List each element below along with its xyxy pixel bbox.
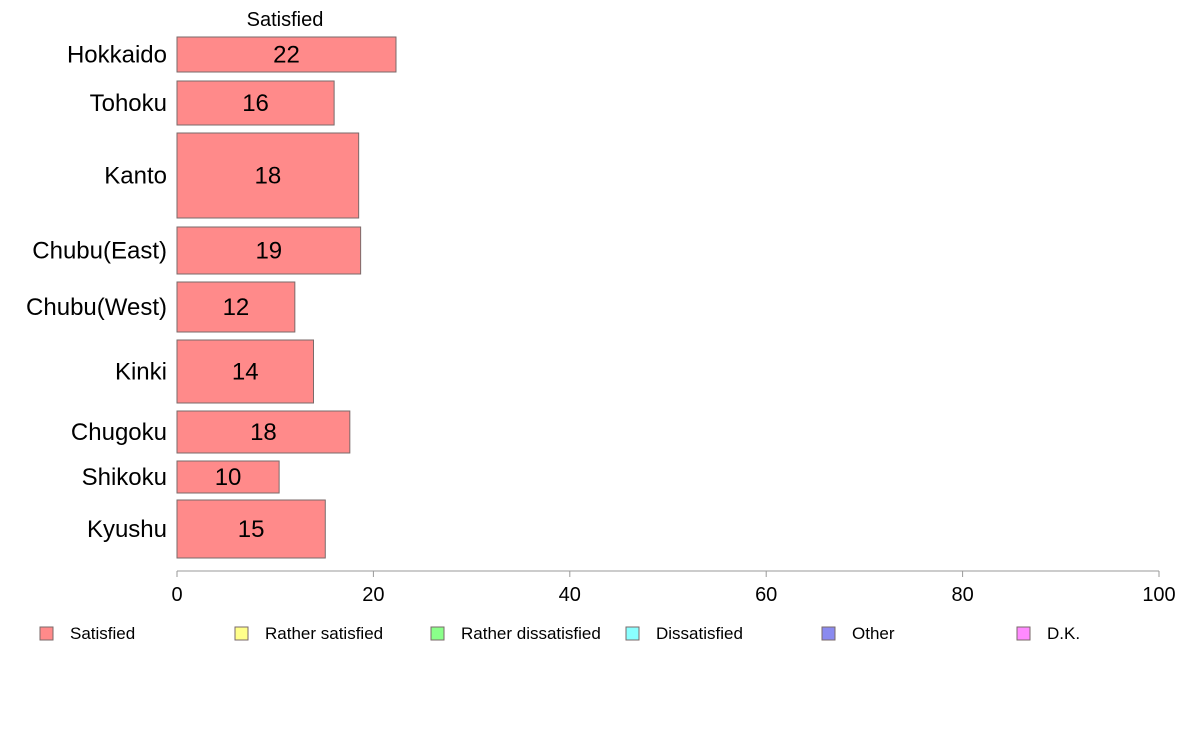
- bars-layer: Satisfied Hokkaido 22 Tohoku 16 Kanto 18 Chubu(…: [26, 9, 397, 559]
- legend-swatch: [1016, 626, 1031, 641]
- legend-label: Rather satisfied: [265, 624, 383, 643]
- category-label: Tohoku: [90, 90, 167, 117]
- x-tick-label: 0: [171, 584, 182, 606]
- category-label: Chubu(East): [32, 238, 167, 265]
- bar-segment: [176, 80, 335, 126]
- x-tick-label: 100: [1142, 584, 1175, 606]
- legend-swatch: [39, 626, 54, 641]
- legend-swatch: [821, 626, 836, 641]
- bar-value-label: 12: [223, 294, 250, 321]
- x-axis: 0 20 40 60 80 100: [171, 570, 1176, 606]
- x-tick-label: 60: [755, 584, 777, 606]
- legend-label: Rather dissatisfied: [461, 624, 601, 643]
- bar-segment: [176, 281, 296, 333]
- bar-value-label: 14: [232, 359, 259, 386]
- category-label: Hokkaido: [67, 42, 167, 69]
- x-tick-label: 40: [559, 584, 581, 606]
- category-label: Shikoku: [82, 464, 167, 491]
- category-label: Kanto: [104, 163, 167, 190]
- series-top-label: Satisfied: [247, 9, 324, 31]
- bar-value-label: 22: [273, 42, 300, 69]
- bar-segment: [176, 36, 397, 73]
- legend-label: D.K.: [1047, 624, 1080, 643]
- bar-segment: [176, 499, 326, 559]
- bar-value-label: 15: [238, 516, 265, 543]
- x-tick-label: 20: [362, 584, 384, 606]
- legend-swatch: [234, 626, 249, 641]
- legend-swatch: [625, 626, 640, 641]
- legend: Satisfied Rather satisfied Rather dissatis…: [39, 624, 1080, 643]
- category-label: Kinki: [115, 359, 167, 386]
- bar-segment: [176, 460, 280, 494]
- bar-segment: [176, 226, 362, 275]
- legend-label: Satisfied: [70, 624, 135, 643]
- bar-value-label: 18: [254, 163, 281, 190]
- category-label: Chugoku: [71, 419, 167, 446]
- x-tick-label: 80: [951, 584, 973, 606]
- category-label: Kyushu: [87, 516, 167, 543]
- legend-label: Dissatisfied: [656, 624, 743, 643]
- category-label: Chubu(West): [26, 294, 167, 321]
- bar-value-label: 18: [250, 419, 277, 446]
- bar-segment: [176, 339, 314, 404]
- bar-value-label: 10: [215, 464, 242, 491]
- bar-value-label: 16: [242, 90, 269, 117]
- legend-swatch: [430, 626, 445, 641]
- bar-value-label: 19: [255, 238, 282, 265]
- legend-label: Other: [852, 624, 895, 643]
- bar-segment: [176, 132, 360, 219]
- bar-segment: [176, 410, 351, 454]
